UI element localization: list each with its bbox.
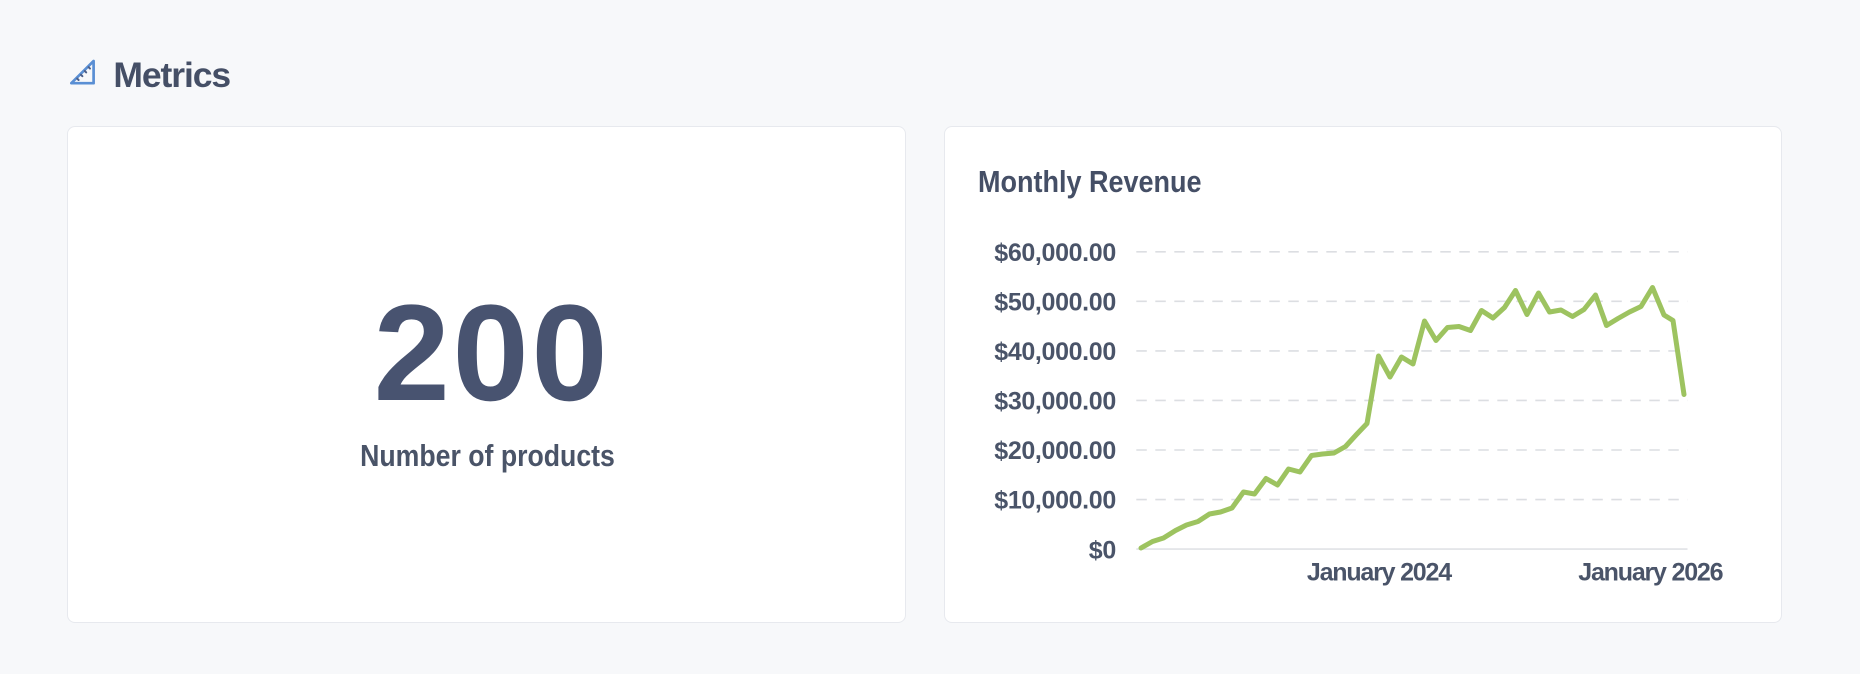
svg-text:$0: $0 [1088,536,1115,564]
svg-text:$40,000.00: $40,000.00 [994,338,1116,366]
svg-text:$50,000.00: $50,000.00 [994,288,1116,316]
svg-text:$20,000.00: $20,000.00 [994,437,1116,465]
svg-text:$10,000.00: $10,000.00 [994,486,1116,514]
svg-text:$60,000.00: $60,000.00 [994,238,1116,266]
svg-text:January 2026: January 2026 [1578,558,1722,586]
svg-text:$30,000.00: $30,000.00 [994,387,1116,415]
svg-text:January 2024: January 2024 [1306,558,1451,586]
